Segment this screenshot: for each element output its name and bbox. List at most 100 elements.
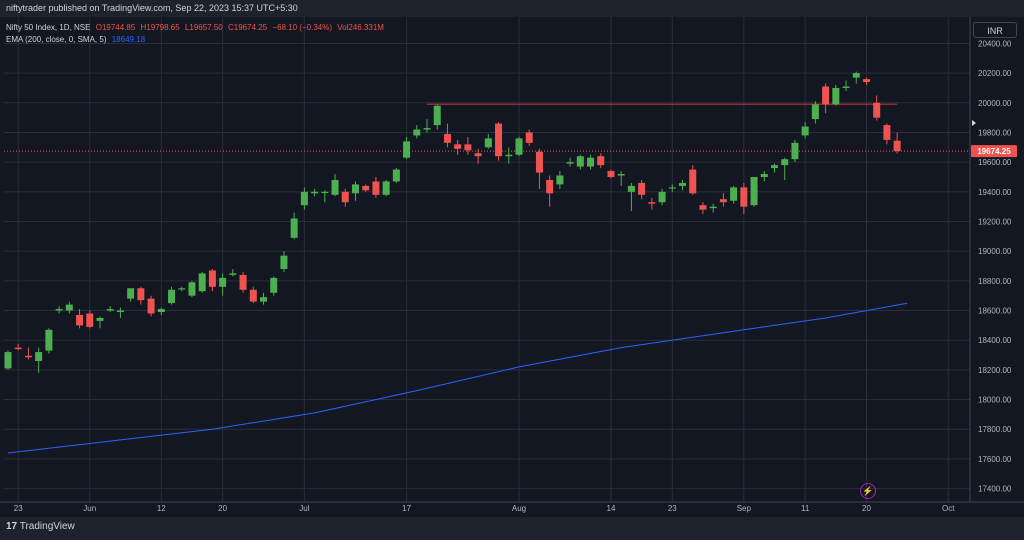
candle-body (260, 297, 267, 302)
y-tick-label: 19800.00 (978, 128, 1012, 137)
currency-button[interactable]: INR (973, 22, 1017, 38)
published-header: niftytrader published on TradingView.com… (0, 0, 1024, 17)
candle-body (587, 157, 595, 167)
close-value: C19674.25 (228, 23, 268, 32)
candle-body (24, 355, 32, 358)
candle-body (852, 73, 860, 78)
candle-body (4, 352, 12, 369)
candle-body (474, 153, 482, 157)
candle-body (311, 191, 319, 194)
candle-body (535, 151, 543, 173)
candle-body (321, 191, 329, 194)
last-price-label: 19674.25 (977, 147, 1011, 156)
high-value: H19798.65 (140, 23, 180, 32)
candle-body (740, 187, 748, 207)
candle-body (760, 174, 768, 177)
candle-body (300, 191, 308, 206)
x-tick-label: 17 (402, 504, 411, 513)
candle-body (822, 86, 830, 105)
candle-body (566, 162, 574, 164)
candle-body (270, 277, 278, 293)
candle-body (699, 205, 707, 210)
y-tick-label: 18200.00 (978, 366, 1012, 375)
y-tick-label: 18800.00 (978, 277, 1012, 286)
y-tick-label: 17800.00 (978, 425, 1012, 434)
candle-body (219, 277, 227, 287)
candle-body (392, 169, 400, 182)
candle-body (45, 329, 53, 351)
candle-body (178, 288, 186, 290)
candle-body (464, 144, 472, 151)
candle-body (658, 191, 666, 203)
candle-body (188, 282, 196, 296)
candle-body (679, 182, 687, 186)
candle-body (791, 142, 799, 160)
candle-body (55, 309, 63, 311)
candle-body (116, 310, 124, 313)
candle-body (454, 144, 462, 149)
candle-body (505, 154, 513, 157)
candle-body (648, 202, 656, 204)
candle-body (290, 218, 298, 238)
candle-body (873, 102, 881, 118)
candle-body (239, 274, 247, 290)
axis-cursor-marker (972, 120, 976, 126)
ema-line (7, 302, 908, 454)
candle-body (627, 185, 635, 192)
candle-body (832, 87, 840, 105)
x-tick-label: 23 (668, 504, 677, 513)
candle-body (638, 182, 646, 195)
candle-body (157, 309, 165, 313)
candle-body (331, 179, 339, 195)
x-tick-label: 20 (218, 504, 227, 513)
candle-body (495, 123, 503, 157)
y-tick-label: 18000.00 (978, 396, 1012, 405)
candle-body (730, 187, 738, 201)
candle-body (403, 141, 411, 158)
candle-body (372, 181, 380, 195)
candle-body (893, 140, 901, 152)
candle-body (689, 169, 697, 194)
lightning-icon[interactable]: ⚡ (860, 483, 876, 499)
x-tick-label: 12 (157, 504, 166, 513)
candle-body (106, 309, 114, 311)
y-tick-label: 19600.00 (978, 158, 1012, 167)
y-tick-label: 19000.00 (978, 247, 1012, 256)
candle-body (280, 255, 288, 269)
x-tick-label: 23 (14, 504, 23, 513)
indicator-label[interactable]: EMA (200, close, 0, SMA, 5) (6, 35, 107, 44)
candle-body (597, 156, 605, 166)
x-tick-label: 14 (607, 504, 616, 513)
change-value: −68.10 (−0.34%) (272, 23, 332, 32)
x-tick-label: 20 (862, 504, 871, 513)
candle-body (862, 79, 870, 83)
y-tick-label: 17600.00 (978, 455, 1012, 464)
candle-body (137, 288, 145, 301)
candle-body (413, 129, 421, 136)
tradingview-logo: 17 TradingView (6, 521, 75, 532)
symbol-label[interactable]: Nifty 50 Index, 1D, NSE (6, 23, 91, 32)
y-tick-label: 20000.00 (978, 99, 1012, 108)
candle-body (883, 125, 891, 140)
published-line: niftytrader published on TradingView.com… (6, 3, 298, 13)
candle-body (382, 181, 390, 195)
open-value: O19744.85 (95, 23, 136, 32)
price-chart[interactable]: 17400.00 17600.00 17800.00 18000.00 18200.00… (0, 17, 1024, 517)
x-tick-label: Jun (83, 504, 96, 513)
y-tick-label: 19400.00 (978, 188, 1012, 197)
x-tick-label: 11 (801, 504, 810, 513)
chart-background (0, 17, 1024, 517)
candle-body (96, 317, 104, 321)
y-tick-label: 20200.00 (978, 69, 1012, 78)
candle-body (249, 289, 257, 302)
candle-body (229, 273, 237, 275)
candle-body (771, 165, 778, 169)
candle-body (362, 185, 370, 191)
candle-body (423, 128, 431, 130)
candle-body (842, 86, 850, 88)
tradingview-logo-icon: 17 (6, 521, 18, 532)
candle-body (147, 298, 155, 314)
indicator-value: 18649.18 (111, 35, 146, 44)
last-price-tag (971, 145, 1017, 158)
candle-body (811, 104, 819, 120)
